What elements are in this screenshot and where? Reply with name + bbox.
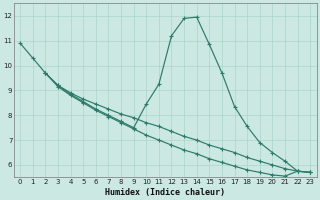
X-axis label: Humidex (Indice chaleur): Humidex (Indice chaleur) xyxy=(105,188,225,197)
